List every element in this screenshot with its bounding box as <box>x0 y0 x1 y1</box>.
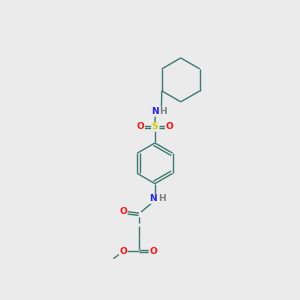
Text: H: H <box>159 107 167 116</box>
Text: O: O <box>137 122 145 131</box>
Text: N: N <box>152 107 159 116</box>
Text: H: H <box>158 194 166 203</box>
Text: N: N <box>149 194 156 203</box>
Text: O: O <box>119 207 127 216</box>
Text: O: O <box>165 122 173 131</box>
Text: O: O <box>119 247 127 256</box>
Text: O: O <box>149 247 157 256</box>
Text: S: S <box>152 122 158 131</box>
